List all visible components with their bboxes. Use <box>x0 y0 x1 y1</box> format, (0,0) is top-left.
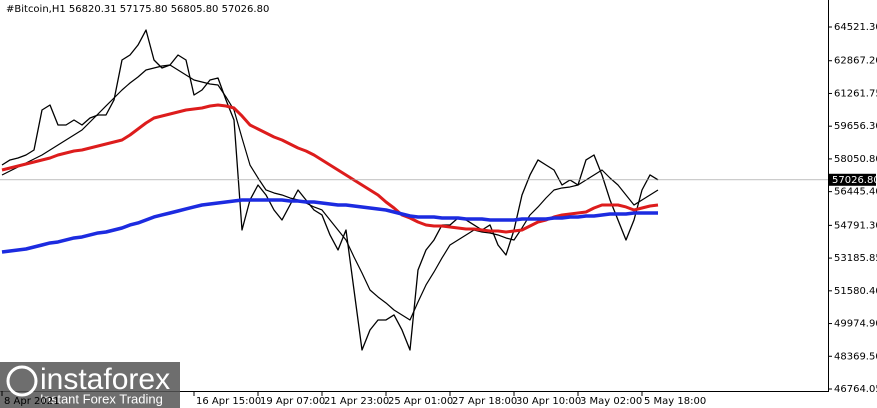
x-tick-label: 25 Apr 01:00 <box>388 396 453 407</box>
y-tick-label: 51580.40 <box>834 286 877 297</box>
watermark-icon <box>6 365 38 397</box>
y-tick-label: 54791.30 <box>834 220 877 231</box>
x-tick-label: 21 Apr 23:00 <box>324 396 389 407</box>
x-tick-label: 19 Apr 07:00 <box>260 396 325 407</box>
x-tick-label: 8 Apr 2021 <box>4 396 59 407</box>
y-tick-label: 48369.50 <box>834 351 877 362</box>
y-tick-label: 53185.85 <box>834 253 877 264</box>
y-tick-label: 49974.90 <box>834 319 877 330</box>
x-tick-label: 3 May 02:00 <box>580 396 642 407</box>
x-tick-label: 30 Apr 10:00 <box>516 396 581 407</box>
y-tick-label: 64521.30 <box>834 22 877 33</box>
x-tick-label: 5 May 18:00 <box>644 396 706 407</box>
series-line <box>1 198 658 254</box>
series-line <box>1 64 659 321</box>
y-tick-label: 59656.30 <box>834 121 877 132</box>
plot <box>1 29 659 351</box>
watermark-slogan: Instant Forex Trading <box>40 391 163 406</box>
y-tick-label: 56445.40 <box>834 187 877 198</box>
watermark: instaforex Instant Forex Trading <box>0 362 180 408</box>
last-price-label: 57026.80 <box>832 175 877 186</box>
chart-title: #Bitcoin,H1 56820.31 57175.80 56805.80 5… <box>6 4 269 15</box>
last-price-box <box>829 173 876 186</box>
series-line <box>1 29 659 351</box>
y-tick-label: 61261.75 <box>834 88 877 99</box>
y-tick-label: 62867.20 <box>834 56 877 67</box>
x-tick-label: 27 Apr 18:00 <box>452 396 517 407</box>
y-tick-label: 46764.05 <box>834 384 877 395</box>
y-tick-label: 58050.80 <box>834 154 877 165</box>
watermark-brand: instaforex <box>40 363 170 396</box>
x-tick-label: 16 Apr 15:00 <box>196 396 261 407</box>
